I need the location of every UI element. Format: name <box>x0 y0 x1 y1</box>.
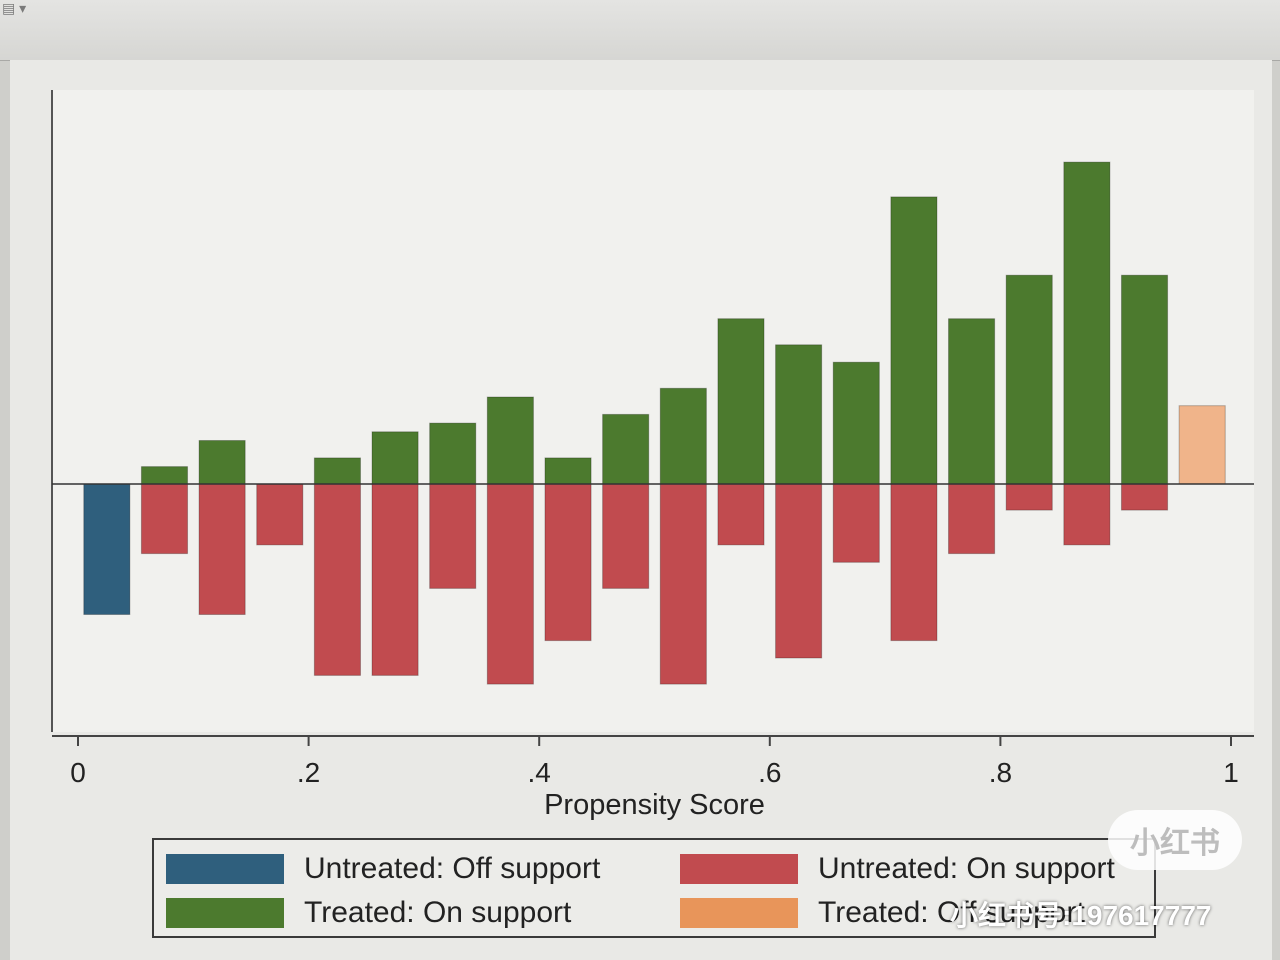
bar-treated-on-support-6 <box>429 422 477 485</box>
bar-untreated-on-support-6 <box>429 483 477 589</box>
bar-treated-on-support-16 <box>1005 274 1053 485</box>
bar-treated-on-support-13 <box>832 361 880 485</box>
bar-untreated-on-support-13 <box>832 483 880 563</box>
bar-untreated-off-support-0 <box>83 483 131 615</box>
chart-screen: 0 .2 .4 .6 .8 1 Propensity Score <box>10 60 1272 960</box>
legend-swatch-treated-off <box>680 898 798 928</box>
bar-untreated-on-support-17 <box>1063 483 1111 546</box>
legend-entry-untreated-on: Untreated: On support <box>680 852 1115 886</box>
legend-swatch-untreated-off <box>166 854 284 884</box>
legend-swatch-untreated-on <box>680 854 798 884</box>
bar-treated-on-support-14 <box>890 196 938 485</box>
legend-label-treated-off: Treated: Off support <box>818 896 1085 929</box>
bar-treated-off-support-19 <box>1178 405 1226 485</box>
bar-treated-on-support-12 <box>775 344 823 485</box>
legend-label-treated-on: Treated: On support <box>304 896 572 929</box>
bar-treated-on-support-5 <box>371 431 419 485</box>
bar-untreated-on-support-5 <box>371 483 419 676</box>
bar-treated-on-support-2 <box>198 440 246 485</box>
bar-untreated-on-support-4 <box>313 483 361 676</box>
plot-area <box>52 90 1254 732</box>
bar-treated-on-support-4 <box>313 457 361 485</box>
bar-untreated-on-support-2 <box>198 483 246 615</box>
x-axis-title: Propensity Score <box>544 789 765 821</box>
toolbar-menu-icon: ▤ ▾ <box>2 0 27 16</box>
bar-untreated-on-support-3 <box>256 483 304 546</box>
bar-treated-on-support-9 <box>602 413 650 485</box>
legend-entry-untreated-off: Untreated: Off support <box>166 852 600 886</box>
bar-treated-on-support-18 <box>1120 274 1169 485</box>
x-tick-label-5: 1 <box>1223 757 1239 788</box>
bar-treated-on-support-8 <box>544 457 592 485</box>
bar-untreated-on-support-9 <box>602 483 650 589</box>
legend-entry-treated-on: Treated: On support <box>166 896 571 930</box>
bar-treated-on-support-10 <box>659 387 707 485</box>
bar-treated-on-support-7 <box>486 396 534 485</box>
x-tick-label-1: .2 <box>297 757 320 788</box>
propensity-histogram: 0 .2 .4 .6 .8 1 Propensity Score <box>51 90 1254 821</box>
legend-swatch-treated-on <box>166 898 284 928</box>
bar-untreated-on-support-8 <box>544 483 592 642</box>
bar-treated-on-support-17 <box>1063 161 1111 485</box>
bar-treated-on-support-11 <box>717 318 765 485</box>
bar-untreated-on-support-10 <box>659 483 707 685</box>
x-tick-label-2: .4 <box>528 757 551 788</box>
bar-untreated-on-support-14 <box>890 483 938 642</box>
bar-untreated-on-support-15 <box>948 483 996 555</box>
chart-legend: Untreated: Off support Untreated: On sup… <box>152 838 1156 938</box>
bar-untreated-on-support-1 <box>140 483 189 555</box>
x-tick-label-3: .6 <box>758 757 781 788</box>
legend-label-untreated-on: Untreated: On support <box>818 852 1115 885</box>
bar-untreated-on-support-7 <box>486 483 534 685</box>
legend-label-untreated-off: Untreated: Off support <box>304 852 601 885</box>
x-tick-label-0: 0 <box>70 757 86 788</box>
bar-treated-on-support-15 <box>948 318 996 485</box>
bar-untreated-on-support-11 <box>717 483 765 546</box>
bar-untreated-on-support-12 <box>775 483 823 659</box>
bar-untreated-on-support-16 <box>1005 483 1053 511</box>
x-tick-label-4: .8 <box>989 757 1012 788</box>
xiaohongshu-id-watermark: 小红书号:197617777 <box>950 900 1212 931</box>
xiaohongshu-logo: 小红书 <box>1108 810 1242 870</box>
legend-entry-treated-off: Treated: Off support <box>680 896 1085 930</box>
bar-treated-on-support-1 <box>140 466 189 485</box>
bar-untreated-on-support-18 <box>1120 483 1169 511</box>
monitor-top-bezel: ▤ ▾ <box>0 0 1280 61</box>
